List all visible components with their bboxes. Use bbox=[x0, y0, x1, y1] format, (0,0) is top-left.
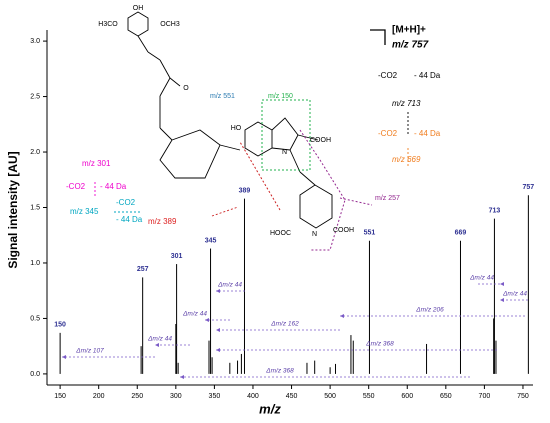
arrow-head bbox=[180, 375, 184, 379]
x-tick-label: 150 bbox=[54, 393, 66, 400]
x-tick-label: 300 bbox=[170, 393, 182, 400]
structure bbox=[127, 11, 333, 229]
y-tick-label: 1.0 bbox=[30, 260, 40, 267]
fragment-label: - 44 Da bbox=[116, 215, 143, 224]
y-tick-label: 1.5 bbox=[30, 204, 40, 211]
y-tick-label: 0.5 bbox=[30, 315, 40, 322]
annotation: Δm/z 368 bbox=[365, 341, 394, 348]
peak-label: 669 bbox=[455, 230, 467, 237]
x-tick-label: 350 bbox=[209, 393, 221, 400]
peak-label: 551 bbox=[364, 230, 376, 237]
arrow-head bbox=[62, 355, 66, 359]
annotation: Δm/z 44 bbox=[469, 275, 494, 282]
peak-label: 757 bbox=[523, 184, 535, 191]
x-tick-label: 700 bbox=[479, 393, 491, 400]
arrow-head bbox=[216, 289, 220, 293]
fragment-label: - 44 Da bbox=[414, 129, 441, 138]
annotation: Δm/z 107 bbox=[75, 348, 104, 355]
arrow-head bbox=[340, 314, 344, 318]
annotation: Δm/z 368 bbox=[265, 368, 294, 375]
y-tick-label: 3.0 bbox=[30, 38, 40, 45]
annotation: Δm/z 44 bbox=[502, 291, 527, 298]
peak-label: 345 bbox=[205, 237, 217, 244]
structure-label: N bbox=[312, 231, 317, 238]
fragment-outlines bbox=[239, 99, 373, 251]
fragment-label: -CO2 bbox=[66, 182, 86, 191]
structure-label: H3CO bbox=[98, 21, 118, 28]
annotation: Δm/z 44 bbox=[217, 282, 242, 289]
y-tick-label: 0.0 bbox=[30, 371, 40, 378]
fragment-label: m/z 389 bbox=[148, 217, 177, 226]
fragment-label: - 44 Da bbox=[414, 71, 441, 80]
structure-label: N bbox=[282, 149, 287, 156]
x-tick-label: 200 bbox=[93, 393, 105, 400]
peak-label: 150 bbox=[54, 322, 66, 329]
annotation: Δm/z 44 bbox=[182, 311, 207, 318]
structure-label: COOH bbox=[310, 137, 331, 144]
fragment-label: -CO2 bbox=[116, 198, 136, 207]
y-tick-label: 2.0 bbox=[30, 149, 40, 156]
structure-label: COOH bbox=[333, 227, 354, 234]
fragment-label: m/z 345 bbox=[70, 207, 99, 216]
arrow-head bbox=[500, 282, 504, 286]
peak-label: 301 bbox=[171, 253, 183, 260]
fragment-label: -CO2 bbox=[378, 71, 398, 80]
x-tick-label: 650 bbox=[440, 393, 452, 400]
fragment-label: m/z 669 bbox=[392, 155, 421, 164]
peak-label: 257 bbox=[137, 266, 149, 273]
structure-label: HO bbox=[231, 125, 242, 132]
y-tick-label: 2.5 bbox=[30, 93, 40, 100]
fragment-label: [M+H]+ bbox=[392, 25, 426, 36]
structure-label: HOOC bbox=[270, 230, 291, 237]
x-tick-label: 250 bbox=[131, 393, 143, 400]
fragment-label: m/z 757 bbox=[392, 40, 429, 51]
y-axis-label: Signal intensity [AU] bbox=[6, 151, 20, 268]
annotation: Δm/z 206 bbox=[415, 307, 444, 314]
structure-label: OCH3 bbox=[160, 21, 180, 28]
structure-label: O bbox=[183, 85, 189, 92]
fragment-label: - 44 Da bbox=[100, 182, 127, 191]
x-axis-label: m/z bbox=[259, 401, 281, 416]
annotation: Δm/z 162 bbox=[270, 321, 299, 328]
structure-label: m/z 551 bbox=[210, 93, 235, 100]
x-tick-label: 500 bbox=[324, 393, 336, 400]
x-tick-label: 450 bbox=[286, 393, 298, 400]
structure-label: m/z 257 bbox=[375, 195, 400, 202]
peak-label: 713 bbox=[489, 207, 501, 214]
structure-arrows bbox=[94, 29, 409, 217]
x-tick-label: 600 bbox=[401, 393, 413, 400]
x-tick-label: 750 bbox=[517, 393, 529, 400]
arrow-head bbox=[500, 298, 504, 302]
arrow-head bbox=[155, 343, 159, 347]
fragment-label: -CO2 bbox=[378, 129, 398, 138]
x-tick-label: 400 bbox=[247, 393, 259, 400]
arrow-head bbox=[205, 318, 209, 322]
arrow-head bbox=[216, 328, 220, 332]
fragment-label: m/z 713 bbox=[392, 99, 421, 108]
annotation: Δm/z 44 bbox=[147, 336, 172, 343]
structure-label: m/z 150 bbox=[268, 93, 293, 100]
peak-label: 389 bbox=[239, 187, 251, 194]
structure-label: OH bbox=[133, 5, 144, 12]
arrow-head bbox=[216, 348, 220, 352]
fragment-label: m/z 301 bbox=[82, 159, 111, 168]
x-tick-label: 550 bbox=[363, 393, 375, 400]
